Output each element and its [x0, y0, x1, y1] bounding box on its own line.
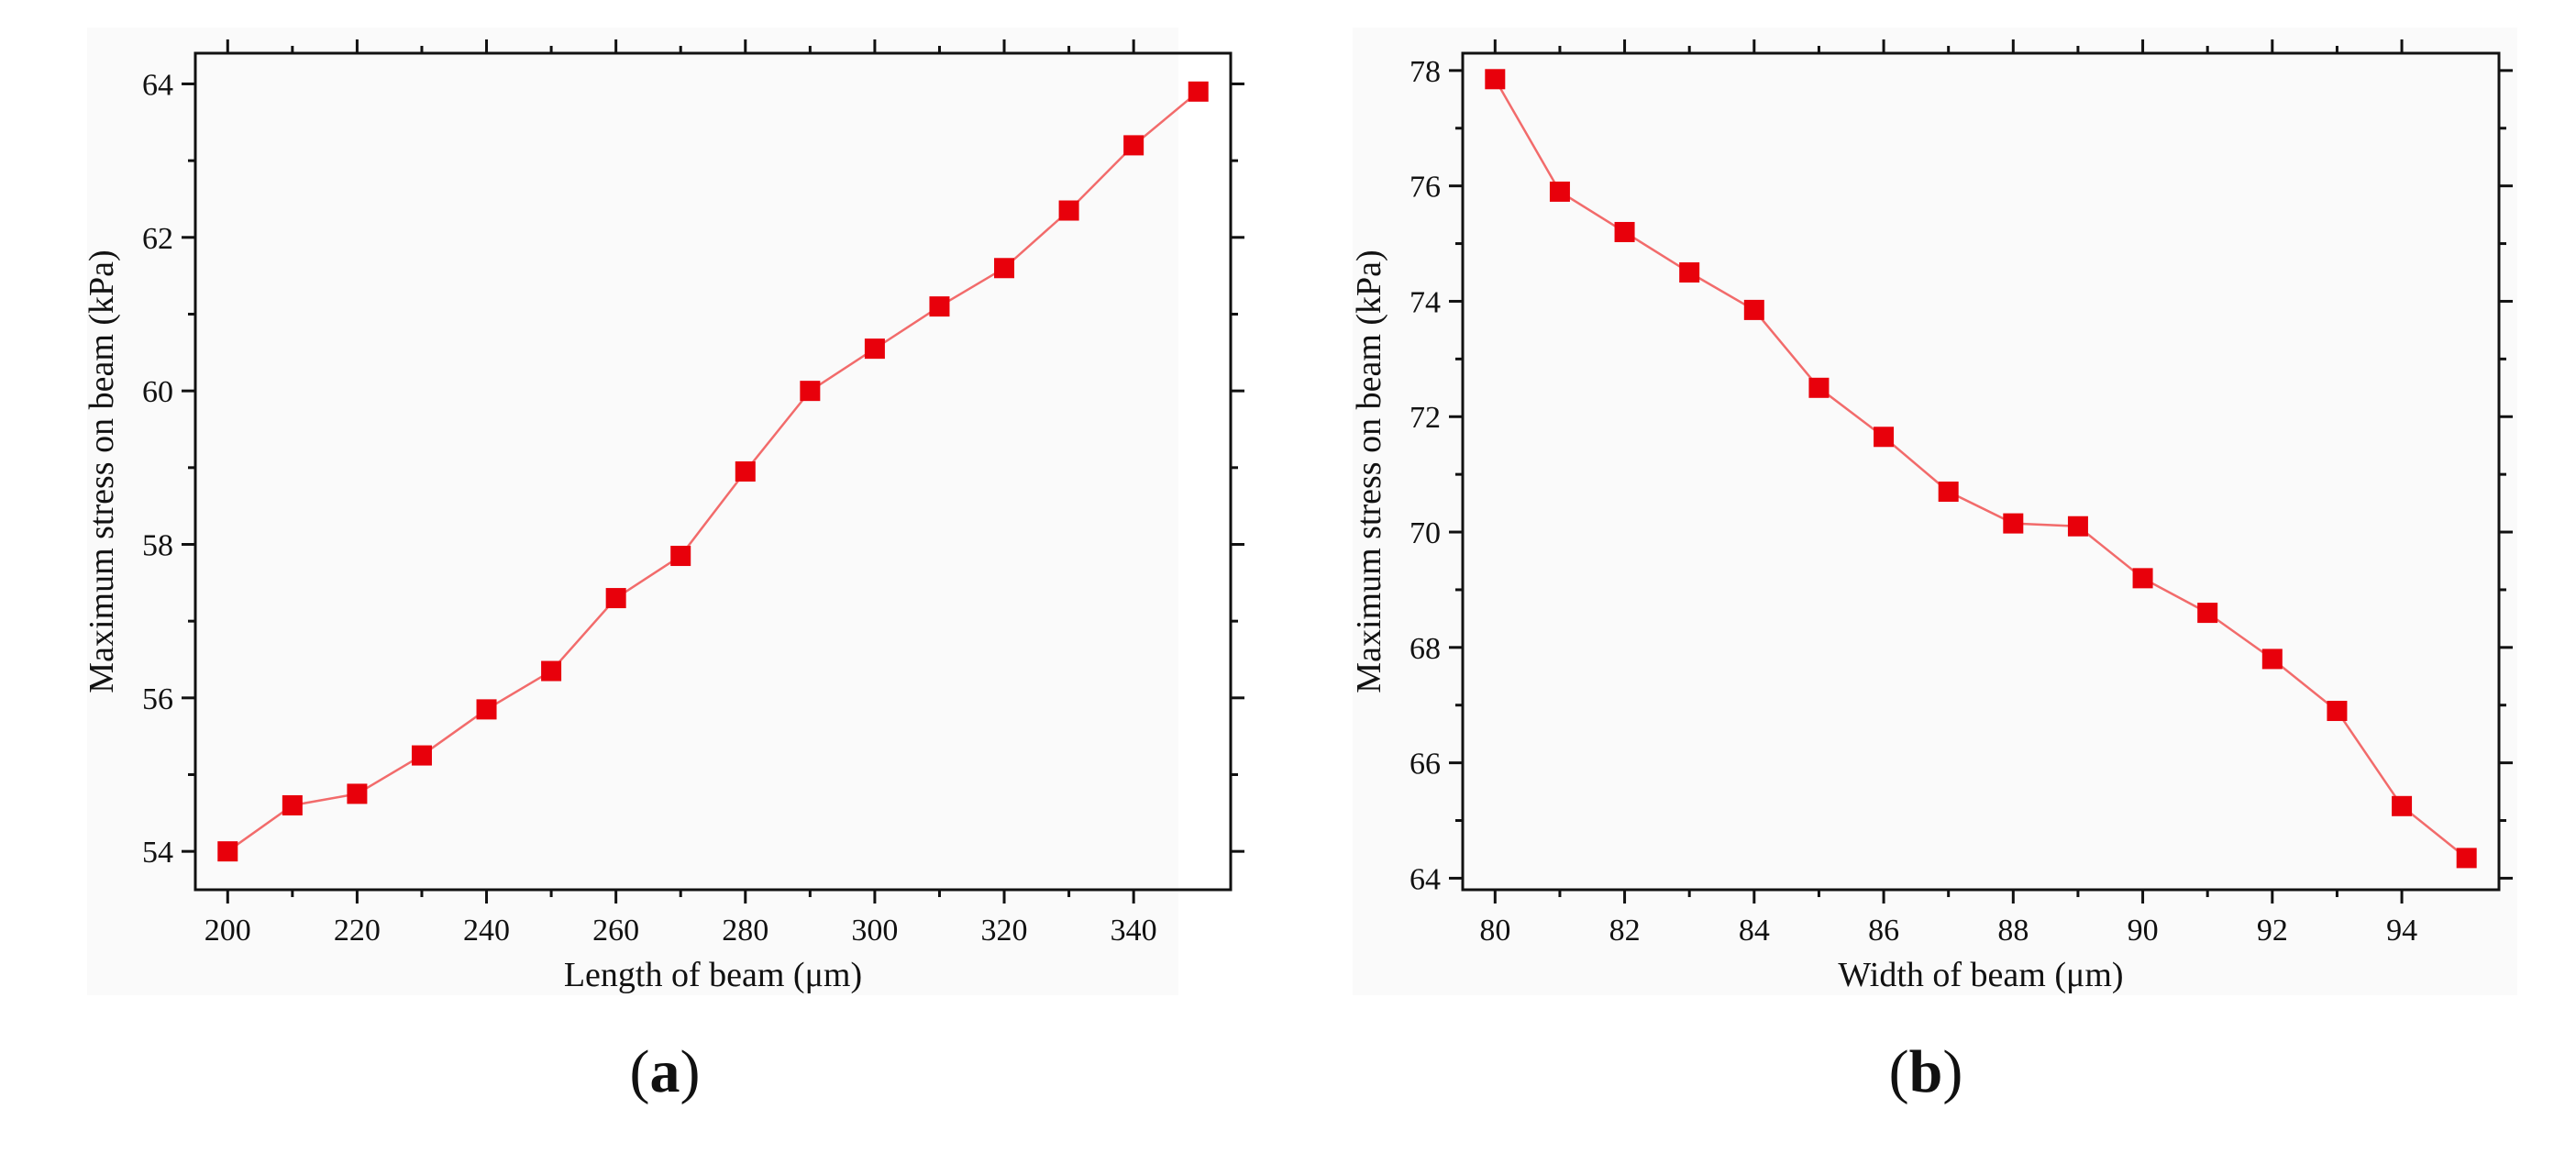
x-tick-label: 280: [722, 914, 768, 948]
plot-background: [1353, 28, 2517, 995]
data-point: [1549, 181, 1570, 202]
data-point: [1485, 69, 1506, 90]
data-point: [2067, 516, 2088, 537]
plot-frame: [1461, 51, 2501, 892]
data-point: [541, 660, 562, 682]
y-tick-label: 72: [1410, 401, 1441, 435]
data-point: [1743, 299, 1764, 320]
series-line: [227, 90, 1200, 853]
data-point: [1058, 200, 1079, 221]
data-point: [282, 794, 303, 815]
data-point: [2327, 701, 2348, 722]
data-point: [735, 461, 756, 482]
y-axis-title: Maximum stress on beam (kPa): [1350, 249, 1388, 693]
data-point: [1874, 427, 1895, 448]
y-tick-label: 62: [142, 222, 173, 256]
data-point: [1123, 135, 1144, 156]
panel-letter: a: [650, 1038, 680, 1105]
data-point: [411, 745, 432, 766]
x-tick-label: 82: [1609, 914, 1641, 948]
data-point: [864, 338, 885, 360]
x-tick-label: 90: [2128, 914, 2159, 948]
y-tick-label: 76: [1410, 171, 1441, 205]
x-tick-label: 300: [851, 914, 898, 948]
data-point: [1679, 262, 1700, 283]
y-tick-label: 74: [1410, 285, 1441, 319]
data-point: [347, 783, 368, 804]
plot-frame: [193, 51, 1233, 892]
data-point: [2132, 568, 2153, 589]
x-tick-label: 94: [2386, 914, 2417, 948]
y-axis-title: Maximum stress on beam (kPa): [83, 249, 121, 693]
y-tick-label: 66: [1410, 748, 1441, 782]
data-point: [1938, 482, 1959, 503]
data-point: [2392, 795, 2413, 816]
panel-label: (a): [630, 1038, 701, 1105]
x-tick-label: 240: [463, 914, 510, 948]
data-point: [1614, 221, 1635, 242]
x-axis-title: Width of beam (μm): [1838, 956, 2123, 994]
data-point: [670, 546, 691, 567]
x-tick-label: 86: [1868, 914, 1899, 948]
y-tick-label: 58: [142, 528, 173, 562]
x-tick-label: 80: [1479, 914, 1510, 948]
data-point: [1808, 377, 1830, 398]
chart-panel-a: 200 220 240 260 280 300 320 340 54 56 58 60 62 64 Leng…: [83, 28, 1244, 1105]
y-tick-label: 78: [1410, 55, 1441, 89]
panel-label: (b): [1889, 1038, 1963, 1105]
data-point: [994, 258, 1015, 279]
series-line: [1494, 78, 2468, 859]
x-tick-label: 220: [334, 914, 381, 948]
data-point: [217, 841, 238, 862]
x-tick-label: 260: [592, 914, 639, 948]
y-tick-label: 54: [142, 836, 173, 870]
x-axis-title: Length of beam (μm): [564, 956, 862, 994]
y-tick-label: 64: [142, 68, 173, 102]
data-point: [800, 381, 821, 402]
y-tick-label: 70: [1410, 516, 1441, 550]
x-tick-label: 320: [981, 914, 1028, 948]
x-tick-label: 92: [2257, 914, 2288, 948]
panel-letter: b: [1909, 1038, 1943, 1105]
y-tick-label: 56: [142, 682, 173, 716]
chart-panel-b: 80 82 84 86 88 90 92 94 64 66 68 70 72 74 76 78 Width of…: [1350, 28, 2517, 1105]
x-tick-label: 200: [205, 914, 251, 948]
y-tick-label: 60: [142, 375, 173, 409]
data-point: [1188, 81, 1209, 102]
x-tick-label: 84: [1739, 914, 1770, 948]
plot-background: [87, 28, 1178, 995]
data-point: [929, 296, 950, 317]
data-point: [2456, 848, 2477, 869]
data-point: [2261, 649, 2283, 670]
y-tick-label: 68: [1410, 632, 1441, 666]
data-point: [2197, 603, 2218, 624]
x-tick-label: 88: [1997, 914, 2029, 948]
x-tick-label: 340: [1111, 914, 1157, 948]
data-point: [605, 588, 626, 609]
y-tick-label: 64: [1410, 862, 1441, 896]
data-point: [2003, 513, 2024, 534]
data-point: [476, 699, 497, 720]
